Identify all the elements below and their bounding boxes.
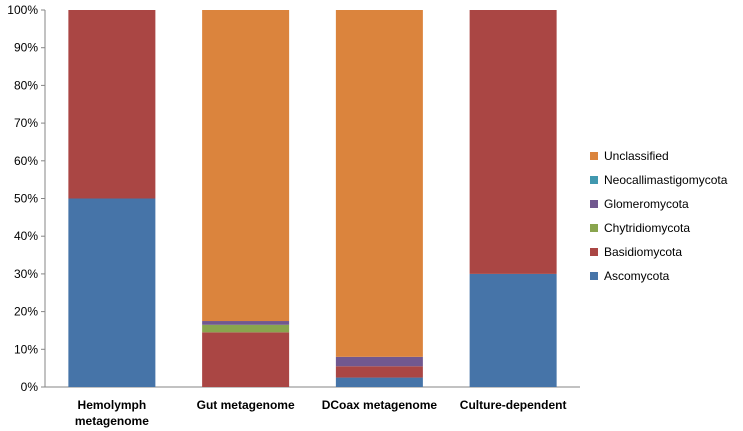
legend-label: Ascomycota <box>604 269 670 283</box>
bar-segment-unclassified <box>335 10 423 357</box>
y-tick-label: 30% <box>14 267 38 281</box>
legend-swatch <box>590 248 598 256</box>
y-tick-label: 20% <box>14 305 38 319</box>
y-tick-label: 70% <box>14 116 38 130</box>
axes: 0% 10% 20% 30% 40% 50% 60% 70% 80% 90% 100% <box>7 3 580 394</box>
y-tick-label: 50% <box>14 192 38 206</box>
legend-swatch <box>590 152 598 160</box>
bar-segment-glomeromycota <box>335 356 423 367</box>
bars <box>68 10 557 387</box>
legend-label: Unclassified <box>604 149 669 163</box>
bar-segment-basidiomycota <box>469 10 557 274</box>
legend-swatch <box>590 224 598 232</box>
bar-segment-ascomycota <box>469 273 557 387</box>
y-tick-label: 90% <box>14 41 38 55</box>
bar-segment-basidiomycota <box>202 332 290 387</box>
bar-segment-basidiomycota <box>335 366 423 378</box>
y-tick-label: 0% <box>21 380 39 394</box>
y-tick-label: 80% <box>14 78 38 92</box>
y-tick-label: 10% <box>14 342 38 356</box>
y-tick-label: 60% <box>14 154 38 168</box>
legend-swatch <box>590 176 598 184</box>
bar-segment-glomeromycota <box>202 321 290 325</box>
bar-segment-ascomycota <box>68 198 156 387</box>
y-tick-label: 40% <box>14 229 38 243</box>
x-tick-label: DCoax metagenome <box>322 398 438 412</box>
legend-label: Glomeromycota <box>604 197 689 211</box>
legend-label: Chytridiomycota <box>604 221 690 235</box>
legend-swatch <box>590 200 598 208</box>
legend-label: Basidiomycota <box>604 245 682 259</box>
x-tick-label: Hemolymph <box>78 398 147 412</box>
legend: Unclassified Neocallimastigomycota Glomero… <box>590 149 728 283</box>
bar-segment-chytridiomycota <box>202 324 290 333</box>
x-tick-label: Gut metagenome <box>197 398 295 412</box>
x-tick-labels: Hemolymph metagenome Gut metagenome DCoax m… <box>75 398 567 428</box>
bar-segment-ascomycota <box>335 377 423 387</box>
legend-swatch <box>590 272 598 280</box>
x-tick-label: metagenome <box>75 414 149 428</box>
y-tick-label: 100% <box>7 3 38 17</box>
bar-segment-unclassified <box>202 10 290 322</box>
x-tick-label: Culture-dependent <box>460 398 567 412</box>
bar-segment-basidiomycota <box>68 10 156 199</box>
legend-label: Neocallimastigomycota <box>604 173 728 187</box>
